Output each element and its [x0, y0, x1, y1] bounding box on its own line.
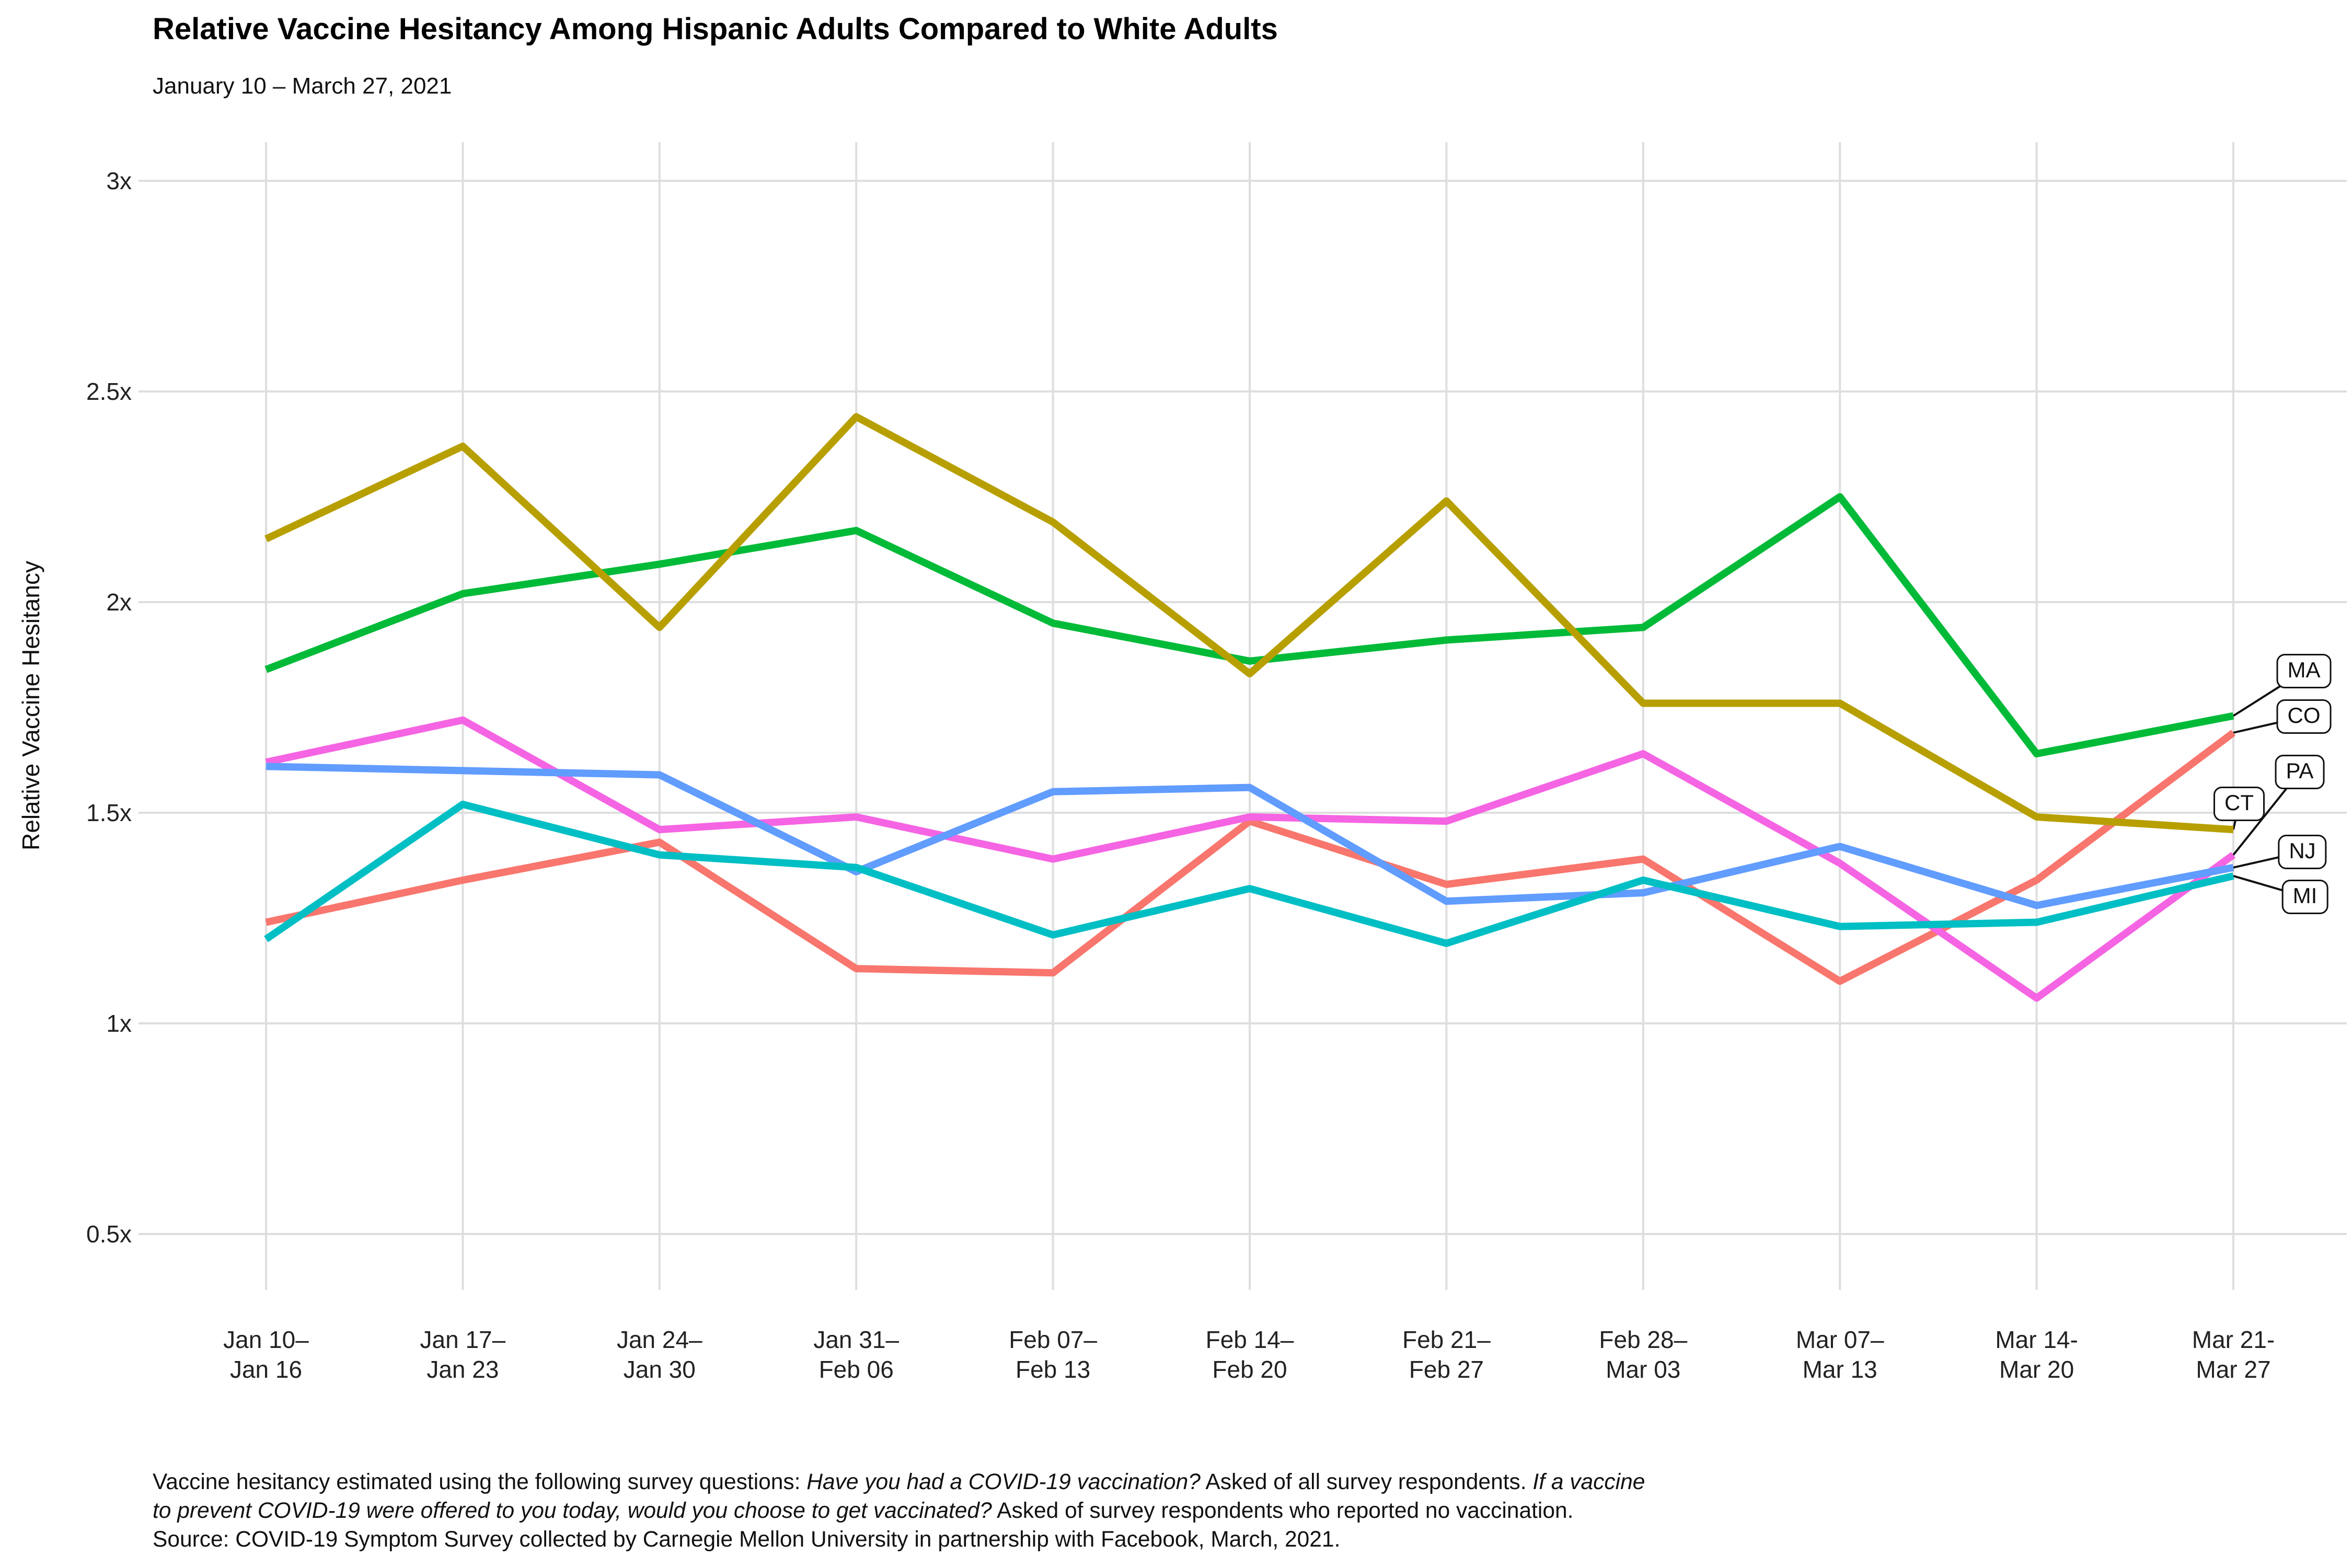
footer-text: Asked of survey respondents who reported…	[991, 1498, 1574, 1523]
y-tick-label: 1x	[106, 1010, 132, 1037]
state-label-NJ: NJ	[2278, 835, 2327, 869]
x-tick-label: Feb 21– Feb 27	[1402, 1326, 1491, 1383]
series-line-MI	[264, 800, 2234, 947]
footer-line: to prevent COVID-19 were offered to you …	[153, 1496, 2296, 1525]
x-tick-label: Mar 14- Mar 20	[1995, 1326, 2078, 1383]
state-label-CT: CT	[2213, 787, 2265, 821]
chart-title: Relative Vaccine Hesitancy Among Hispani…	[153, 12, 1278, 46]
footer-caption: Vaccine hesitancy estimated using the fo…	[153, 1468, 2296, 1554]
x-tick-label: Feb 14– Feb 20	[1205, 1326, 1294, 1383]
y-tick-label: 3x	[106, 167, 132, 194]
footer-survey-question: If a vaccine	[1532, 1470, 1645, 1494]
x-tick-label: Jan 31– Feb 06	[813, 1326, 900, 1383]
series-line-CT	[264, 413, 2234, 834]
footer-text: Source: COVID-19 Symptom Survey collecte…	[153, 1527, 1341, 1552]
x-tick-label: Mar 21- Mar 27	[2192, 1326, 2275, 1383]
state-label-PA: PA	[2275, 755, 2325, 789]
series-line-NJ	[266, 763, 2234, 909]
footer-text: Asked of all survey respondents.	[1200, 1470, 1533, 1494]
y-tick-label: 2x	[106, 589, 132, 616]
series-line-MA	[264, 493, 2234, 758]
state-label-MI: MI	[2281, 880, 2328, 914]
y-tick-label: 2.5x	[86, 378, 132, 405]
state-label-MA: MA	[2276, 654, 2332, 688]
footer-text: Vaccine hesitancy estimated using the fo…	[153, 1470, 807, 1494]
x-tick-label: Mar 07– Mar 13	[1795, 1326, 1884, 1383]
y-tick-label: 1.5x	[86, 799, 132, 826]
footer-line: Vaccine hesitancy estimated using the fo…	[153, 1468, 2296, 1496]
x-tick-label: Jan 24– Jan 30	[616, 1326, 702, 1383]
x-tick-label: Feb 28– Mar 03	[1599, 1326, 1688, 1383]
x-tick-label: Jan 10– Jan 16	[223, 1326, 309, 1383]
footer-line: Source: COVID-19 Symptom Survey collecte…	[153, 1525, 2296, 1554]
footer-survey-question: Have you had a COVID-19 vaccination?	[806, 1470, 1201, 1494]
chart-subtitle: January 10 – March 27, 2021	[153, 73, 452, 99]
footer-survey-question: to prevent COVID-19 were offered to you …	[153, 1498, 992, 1523]
x-tick-label: Feb 07– Feb 13	[1009, 1326, 1097, 1383]
x-tick-label: Jan 17– Jan 23	[420, 1326, 506, 1383]
series-line-CO	[265, 730, 2236, 985]
y-tick-label: 0.5x	[86, 1220, 132, 1248]
series-line-PA	[265, 716, 2236, 1002]
state-label-CO: CO	[2276, 699, 2332, 734]
